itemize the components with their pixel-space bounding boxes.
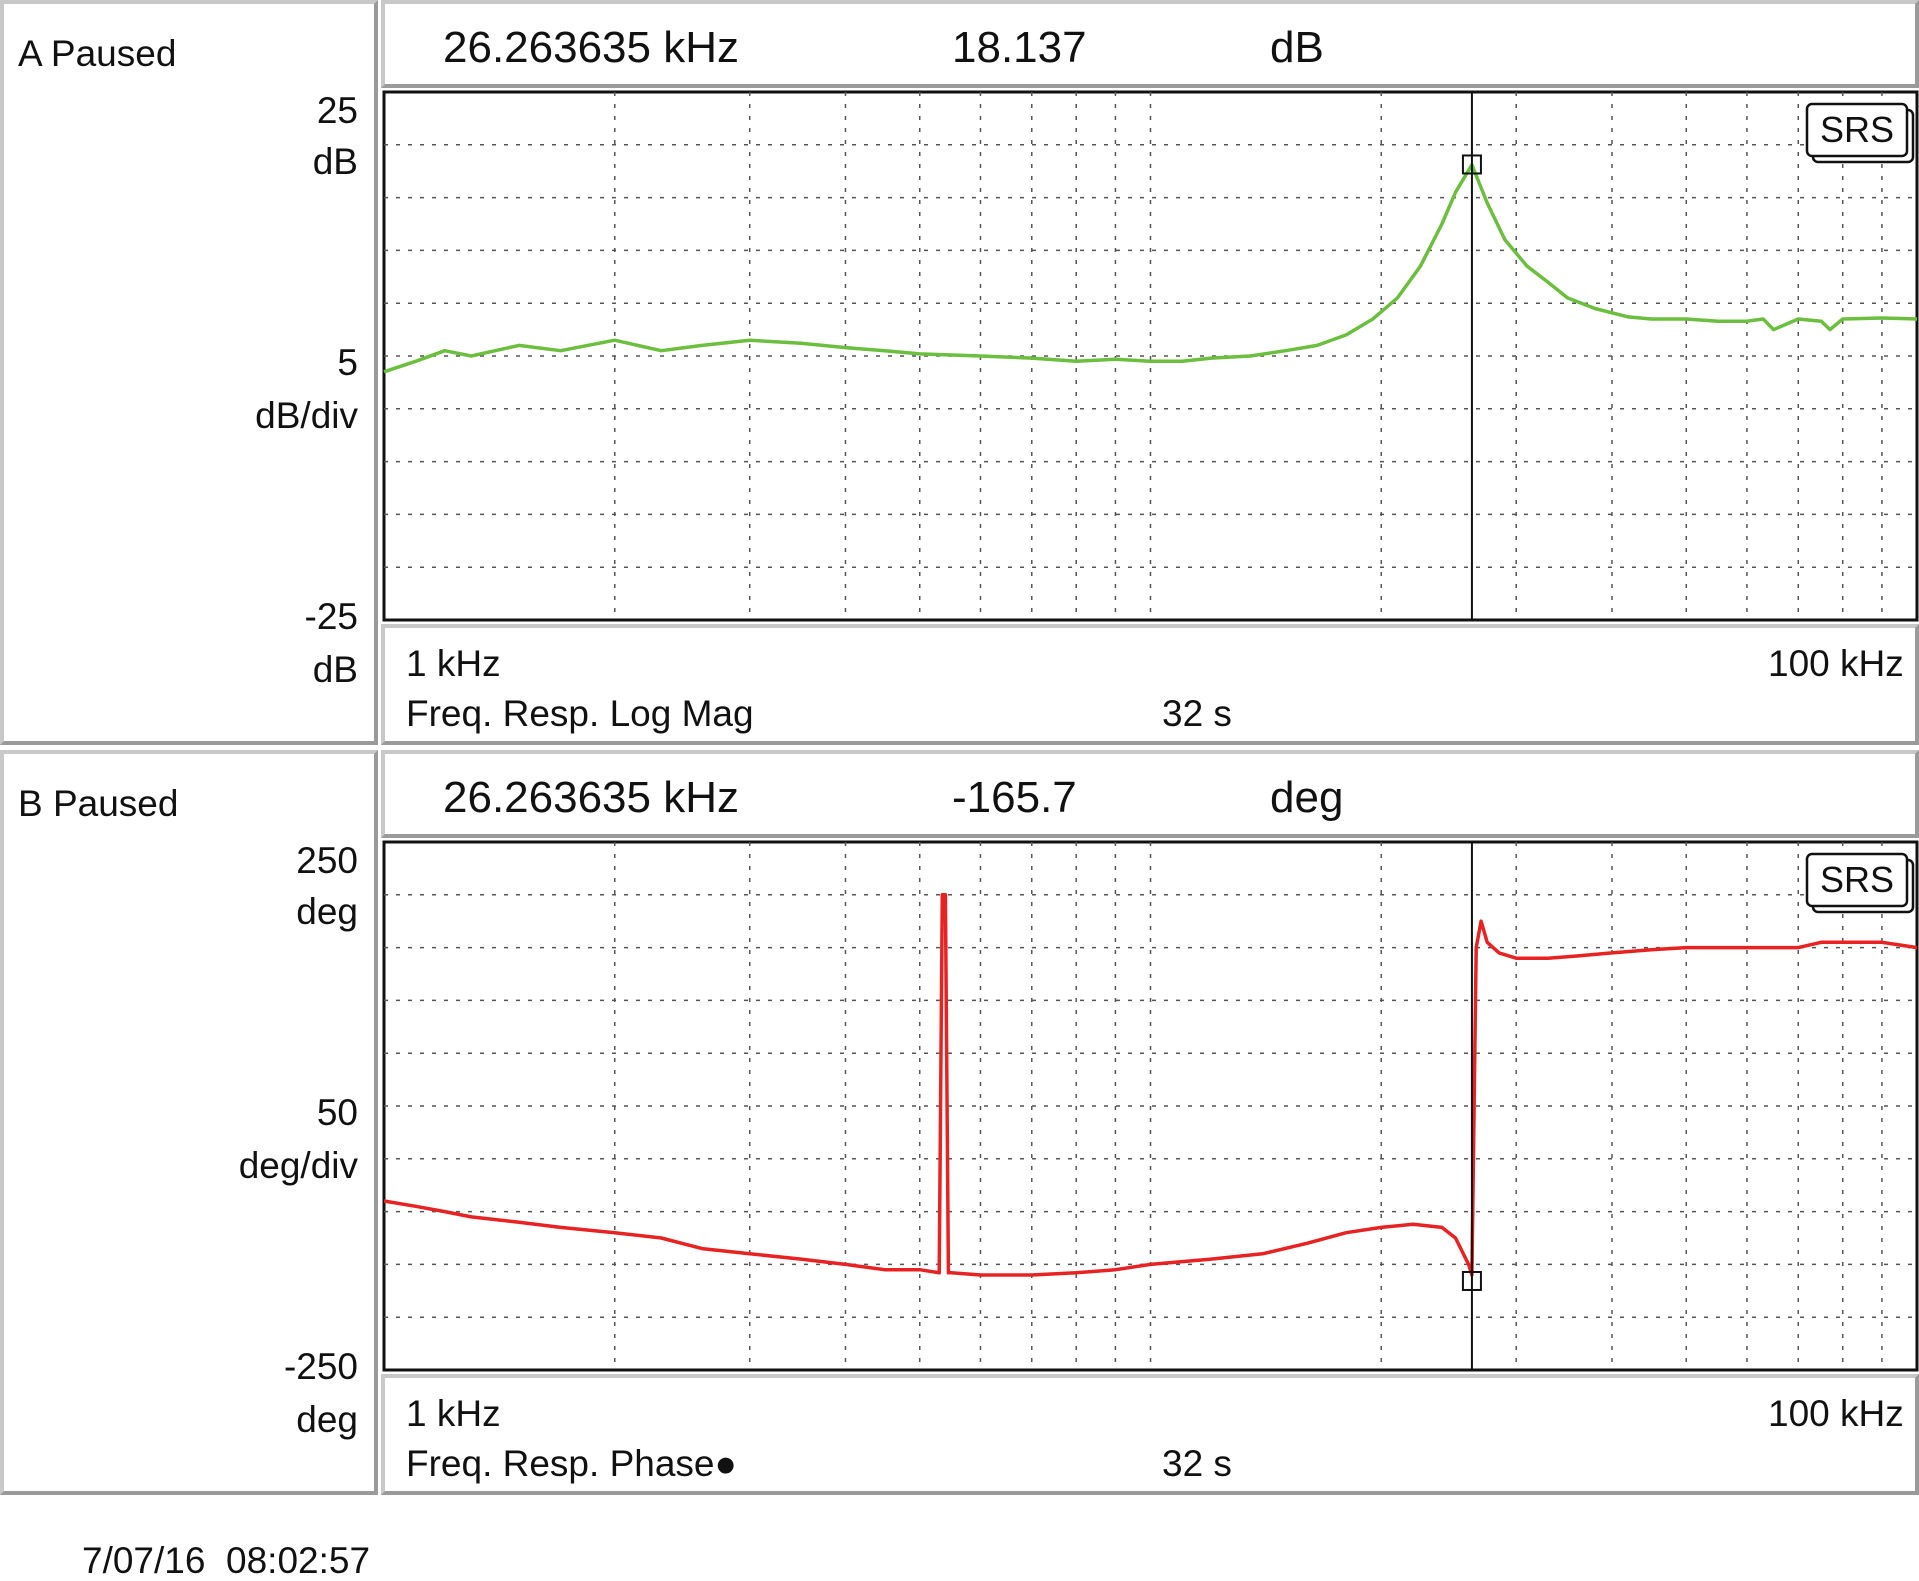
pane-b-ymid-unit: deg/div [238,1145,358,1186]
pane-b-x-end: 100 kHz [1768,1393,1904,1434]
pane-a-readout-panel [381,0,1919,88]
pane-b-ytop-value: 250 [296,840,358,881]
pane-a-left-panel [0,0,378,745]
pane-a-ymid-value: 5 [337,342,358,383]
pane-b-marker-box [1461,1270,1482,1291]
pane-b-marker-freq: 26.263635 kHz [443,773,739,822]
pane-a-marker-box [1461,154,1482,175]
pane-b-ybottom-unit: deg [296,1399,358,1440]
pane-b-ymid-value: 50 [316,1092,358,1133]
pane-b-trace [383,893,1918,1277]
pane-a-ytop-unit: dB [312,141,358,182]
pane-a-measurement: Freq. Resp. Log Mag [406,693,754,734]
pane-b-readout-panel [381,750,1919,838]
pane-b-measurement: Freq. Resp. Phase● [406,1443,737,1484]
footer-timestamp: 7/07/16 08:02:57 [82,1540,371,1581]
pane-a-marker-value: 18.137 [952,23,1087,72]
pane-b-left-panel [0,750,378,1495]
pane-b-x-start: 1 kHz [406,1393,501,1434]
pane-a-trace [383,163,1918,374]
pane-a-badge-frame [1805,102,1909,158]
pane-b-badge-label: SRS [1820,859,1894,900]
pane-b-plot: SRS [382,840,1919,1372]
pane-a-badge-label: SRS [1820,109,1894,150]
pane-a-marker-freq: 26.263635 kHz [443,23,739,72]
pane-a: A Paused 26.263635 kHz 18.137 dB 25 dB 5… [0,0,1919,750]
pane-b-badge-frame [1805,852,1909,908]
pane-a-plot: SRS [382,90,1919,622]
pane-b: B Paused 26.263635 kHz -165.7 deg 250 de… [0,750,1919,1500]
pane-b-ybottom-value: -250 [283,1346,358,1387]
pane-a-ybottom-value: -25 [304,596,358,637]
pane-b-marker-value: -165.7 [952,773,1077,822]
pane-b-time: 32 s [1162,1443,1232,1484]
pane-b-marker-unit: deg [1270,773,1344,822]
pane-a-ytop-value: 25 [316,90,358,131]
pane-b-ytop-unit: deg [296,891,358,932]
pane-a-x-start: 1 kHz [406,643,501,684]
pane-a-bottom-panel [381,624,1919,745]
pane-a-time: 32 s [1162,693,1232,734]
pane-a-ymid-unit: dB/div [255,395,358,436]
pane-a-marker-unit: dB [1270,23,1324,72]
pane-a-ybottom-unit: dB [312,649,358,690]
pane-b-bottom-panel [381,1374,1919,1495]
pane-a-status: A Paused [18,33,177,74]
pane-a-x-end: 100 kHz [1768,643,1904,684]
pane-b-status: B Paused [18,783,179,824]
